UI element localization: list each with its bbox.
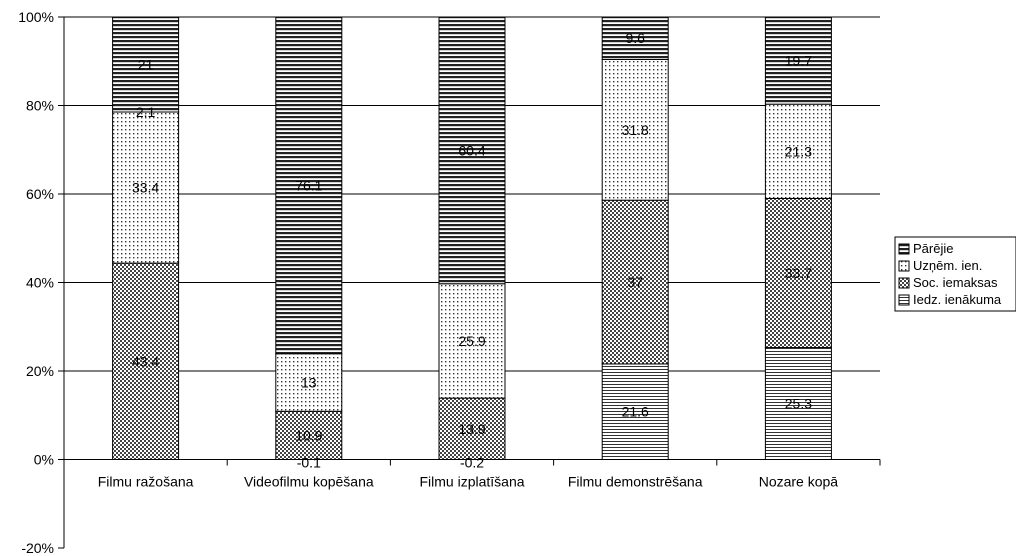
bar-segment-parejie [275,16,343,355]
data-label: 21.3 [785,143,812,159]
data-label-small: -0.1 [297,455,321,471]
data-label: 19.7 [785,53,812,69]
y-tick-label: 40% [26,275,54,291]
data-label: 76.1 [295,177,322,193]
data-label: 33.7 [785,265,812,281]
y-tick-label: 20% [26,363,54,379]
bar-segment-uznem-ien [275,353,343,412]
data-label: 21 [138,57,154,73]
bar-segment-uznem-ien [601,58,669,201]
legend-swatch-parejie [898,243,910,255]
legend-box [894,236,1016,312]
y-tick-label: 0% [34,452,54,468]
x-category-label: Filmu demonstrēšana [568,474,703,490]
bar-segment-parejie [438,16,506,285]
axes: -20% 0% 20% 40% 60% 80% 100% Filmu ražošana Vide… [18,9,881,556]
bar-segment-uznem-ien [438,283,506,399]
data-label: 31.8 [622,122,649,138]
data-labels: 43.4 33.4 21 10.9 13 76.1 13.9 25.9 60.4 21.6 37 31… [132,30,812,470]
data-label: 13.9 [458,421,485,437]
data-label: 37 [627,274,643,290]
legend-swatch-soc-iemaksas [898,277,910,289]
data-label: 33.4 [132,180,159,196]
legend-swatch-iedz-ienakuma [898,294,910,306]
bar-segment-soc-iemaksas [601,199,669,365]
data-label: 9.6 [625,30,645,46]
bar-segment-soc-iemaksas [112,262,180,461]
data-label: 43.4 [132,353,159,369]
y-tick-label: 100% [18,9,54,25]
legend-label-uznem-ien: Uzņēm. ien. [913,258,982,273]
x-category-label: Filmu izplatīšana [419,474,524,490]
legend-label-soc-iemaksas: Soc. iemaksas [913,275,998,290]
data-label-small: 2.1 [136,104,156,120]
x-category-label: Videofilmu kopēšana [244,474,374,490]
legend-label-iedz-ienakuma: Iedz. ienākuma [913,292,1002,307]
data-label: 25.3 [785,396,812,412]
x-category-label: Nozare kopā [759,474,839,490]
data-label: 21.6 [622,404,649,420]
bar-segment-iedz-ienakuma [764,347,832,460]
legend-label-parejie: Pārējie [913,241,953,256]
bar-segment-iedz-ienakuma [601,363,669,461]
data-label: 13 [301,375,317,391]
data-label-small: -0.2 [460,455,484,471]
x-category-label: Filmu ražošana [98,474,194,490]
bar-segment-soc-iemaksas [764,197,832,349]
data-label: 10.9 [295,427,322,443]
data-label: 25.9 [458,333,485,349]
legend: Pārējie Uzņēm. ien. Soc. iemaksas Iedz. ien… [894,236,1016,312]
bar-segment-soc-iemaksas [275,410,343,460]
y-tick-label: -20% [21,540,54,556]
data-label: 60.4 [458,142,485,158]
bars [112,16,832,461]
y-tick-label: 80% [26,98,54,114]
bar-segment-parejie [764,16,832,105]
bar-segment-uznem-ien [112,111,180,264]
bar-segment-soc-iemaksas [438,397,506,460]
y-tick-label: 60% [26,186,54,202]
bar-segment-parejie [112,16,180,113]
bar-segment-parejie [601,16,669,60]
legend-swatch-uznem-ien [898,260,910,272]
